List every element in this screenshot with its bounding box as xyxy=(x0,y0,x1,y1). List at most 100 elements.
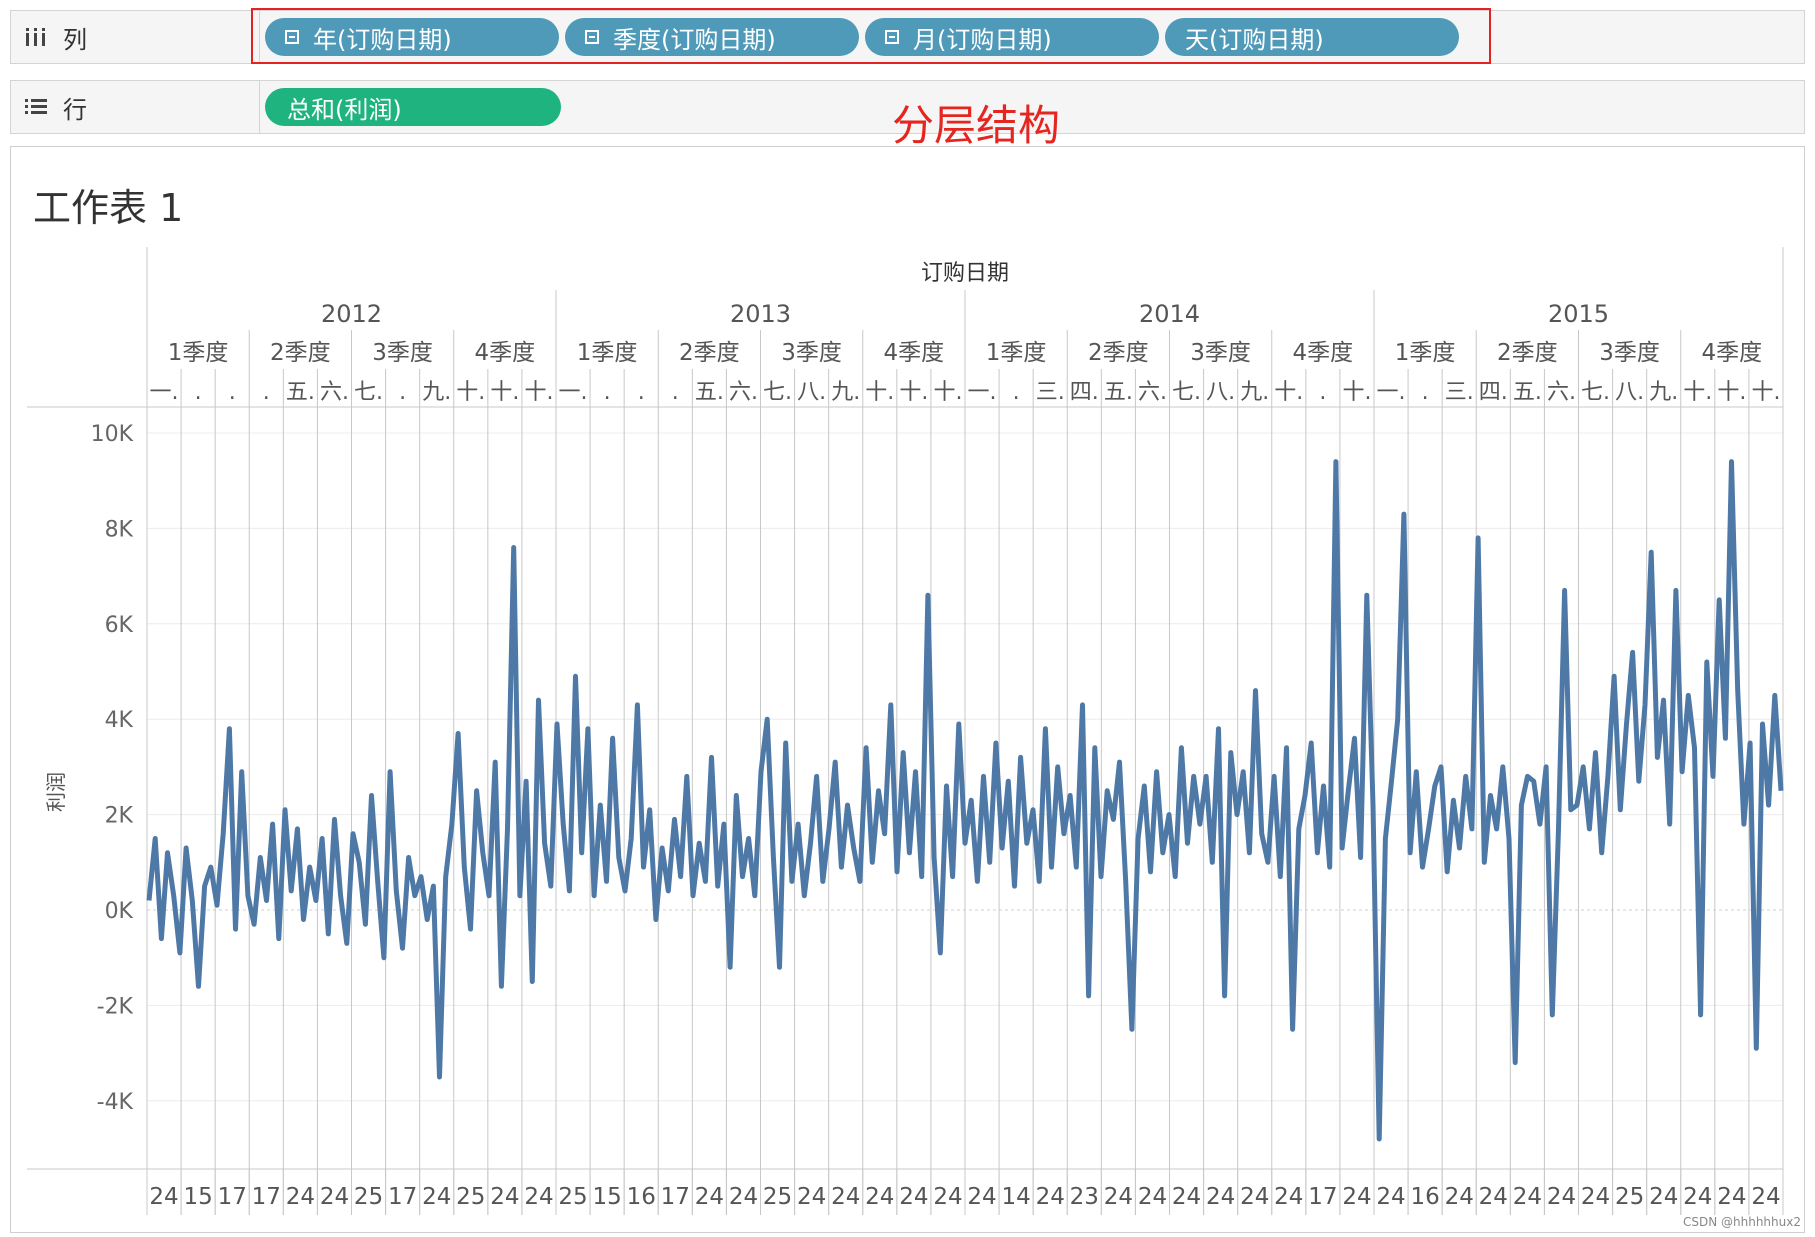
quarter-label: 4季度 xyxy=(475,340,536,366)
y-tick-label: -4K xyxy=(97,1090,134,1115)
year-label: 2014 xyxy=(1139,300,1200,328)
month-label: . xyxy=(399,380,406,405)
collapse-icon[interactable] xyxy=(285,30,299,44)
worksheet-title[interactable]: 工作表 1 xyxy=(33,186,184,230)
month-label: 一. xyxy=(559,380,588,405)
month-label: 八. xyxy=(1206,380,1235,405)
day-label: 24 xyxy=(1547,1184,1576,1210)
day-label: 24 xyxy=(149,1184,178,1210)
y-tick-label: 8K xyxy=(105,517,134,542)
day-label: 24 xyxy=(1479,1184,1508,1210)
day-label: 24 xyxy=(831,1184,860,1210)
month-label: 五. xyxy=(1104,380,1133,405)
columns-shelf-label: 列 xyxy=(11,11,260,63)
y-tick-label: 0K xyxy=(105,899,134,924)
month-label: 十. xyxy=(490,380,519,405)
month-label: 五. xyxy=(286,380,315,405)
day-label: 24 xyxy=(286,1184,315,1210)
month-label: 十. xyxy=(456,380,485,405)
watermark: CSDN @hhhhhhux2 xyxy=(1682,1215,1801,1229)
y-axis-title: 利润 xyxy=(44,772,68,812)
month-label: 七. xyxy=(1581,380,1610,405)
month-label: . xyxy=(638,380,645,405)
day-label: 24 xyxy=(1376,1184,1405,1210)
day-label: 24 xyxy=(422,1184,451,1210)
month-label: . xyxy=(263,380,270,405)
month-label: 六. xyxy=(1547,380,1576,405)
day-label: 24 xyxy=(524,1184,553,1210)
pill-year-order-date[interactable]: 年(订购日期) xyxy=(265,18,559,56)
year-label: 2012 xyxy=(321,300,382,328)
day-label: 15 xyxy=(592,1184,621,1210)
day-label: 24 xyxy=(1172,1184,1201,1210)
columns-shelf: 列 年(订购日期) 季度(订购日期) 月(订购日期) 天(订购日期) xyxy=(10,10,1805,64)
day-label: 23 xyxy=(1070,1184,1099,1210)
y-tick-label: 6K xyxy=(105,613,134,638)
day-label: 25 xyxy=(456,1184,485,1210)
month-label: 十. xyxy=(1717,380,1746,405)
day-label: 16 xyxy=(627,1184,656,1210)
day-label: 24 xyxy=(1513,1184,1542,1210)
month-label: 十. xyxy=(899,380,928,405)
quarter-label: 1季度 xyxy=(1395,340,1456,366)
quarter-label: 1季度 xyxy=(168,340,229,366)
month-label: 七. xyxy=(763,380,792,405)
quarter-label: 4季度 xyxy=(884,340,945,366)
day-label: 24 xyxy=(1581,1184,1610,1210)
worksheet: 工作表 1 订购日期 2012 2013 2014 2015 1季度 2季度 3季度 4季度 1季… xyxy=(10,146,1805,1233)
quarter-label: 3季度 xyxy=(372,340,433,366)
month-label: 八. xyxy=(797,380,826,405)
profit-line-chart[interactable]: 订购日期 2012 2013 2014 2015 1季度 2季度 3季度 4季度 1季度 2季度 3季… xyxy=(11,147,1804,1232)
pill-month-order-date[interactable]: 月(订购日期) xyxy=(865,18,1159,56)
month-label: 八. xyxy=(1615,380,1644,405)
day-label: 24 xyxy=(1751,1184,1780,1210)
month-label: 九. xyxy=(831,380,860,405)
month-label: 三. xyxy=(1036,380,1065,405)
month-label: 十. xyxy=(1683,380,1712,405)
day-label: 24 xyxy=(1342,1184,1371,1210)
day-label: 25 xyxy=(763,1184,792,1210)
pill-sum-profit[interactable]: 总和(利润) xyxy=(265,88,561,126)
pill-label: 年(订购日期) xyxy=(313,25,452,54)
month-label: 九. xyxy=(422,380,451,405)
month-label: 十. xyxy=(1342,380,1371,405)
day-label: 25 xyxy=(354,1184,383,1210)
month-label: 十. xyxy=(524,380,553,405)
y-tick-label: 4K xyxy=(105,708,134,733)
quarter-label: 3季度 xyxy=(781,340,842,366)
quarter-label: 4季度 xyxy=(1702,340,1763,366)
pill-quarter-order-date[interactable]: 季度(订购日期) xyxy=(565,18,859,56)
y-tick-label: 2K xyxy=(105,804,134,829)
day-label: 15 xyxy=(183,1184,212,1210)
day-label: 24 xyxy=(797,1184,826,1210)
month-label: 六. xyxy=(1138,380,1167,405)
day-label: 24 xyxy=(695,1184,724,1210)
pill-label: 总和(利润) xyxy=(287,95,402,124)
day-label: 17 xyxy=(661,1184,690,1210)
day-label: 17 xyxy=(252,1184,281,1210)
quarter-label: 2季度 xyxy=(1497,340,1558,366)
day-label: 17 xyxy=(388,1184,417,1210)
day-label: 24 xyxy=(1240,1184,1269,1210)
rows-icon xyxy=(23,96,49,118)
day-label: 24 xyxy=(1717,1184,1746,1210)
collapse-icon[interactable] xyxy=(585,30,599,44)
quarter-label: 2季度 xyxy=(1088,340,1149,366)
quarter-label: 3季度 xyxy=(1599,340,1660,366)
y-tick-label: 10K xyxy=(91,422,134,447)
day-label: 24 xyxy=(899,1184,928,1210)
month-label: 十. xyxy=(1274,380,1303,405)
quarter-label: 2季度 xyxy=(270,340,331,366)
pill-day-order-date[interactable]: 天(订购日期) xyxy=(1165,18,1459,56)
day-label: 17 xyxy=(1308,1184,1337,1210)
collapse-icon[interactable] xyxy=(885,30,899,44)
month-label: 九. xyxy=(1649,380,1678,405)
hierarchy-annotation: 分层结构 xyxy=(892,101,1061,150)
day-label: 25 xyxy=(558,1184,587,1210)
day-label: 16 xyxy=(1410,1184,1439,1210)
day-label: 14 xyxy=(1001,1184,1030,1210)
columns-shelf-title: 列 xyxy=(63,25,87,54)
day-label: 24 xyxy=(1649,1184,1678,1210)
month-label: . xyxy=(229,380,236,405)
day-label: 24 xyxy=(1104,1184,1133,1210)
